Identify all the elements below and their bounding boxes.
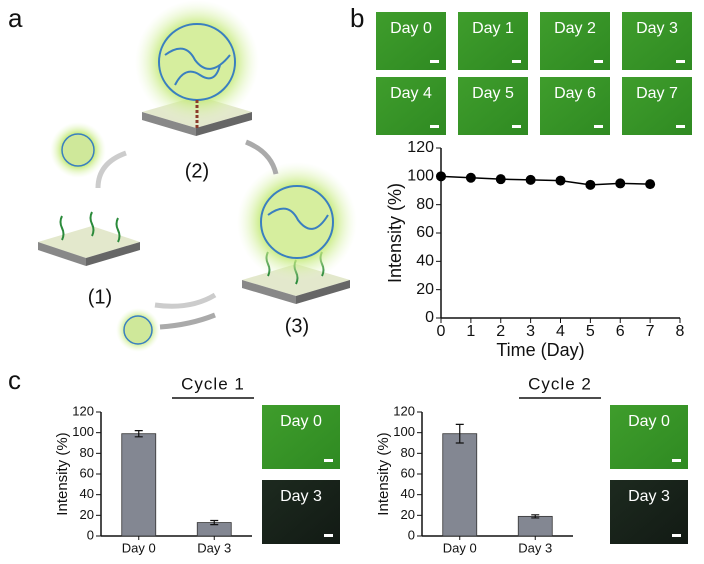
marker (645, 179, 656, 190)
y-tick-label: 40 (80, 486, 94, 501)
y-tick-label: 80 (80, 445, 94, 460)
marker (615, 178, 626, 189)
error-bar (455, 423, 464, 444)
scale-bar (594, 60, 603, 63)
chart-title: Cycle 1 (181, 374, 245, 393)
step-label: (2) (185, 160, 209, 182)
panel-label: b (350, 3, 364, 33)
y-tick-label: 80 (401, 445, 415, 460)
scale-bar (672, 534, 681, 537)
error-bar (210, 519, 219, 526)
x-tick-label: 2 (496, 323, 505, 340)
panel-label: a (8, 3, 23, 33)
y-tick-label: 20 (416, 281, 434, 298)
scale-bar (676, 60, 685, 63)
scale-bar (672, 459, 681, 462)
image-label: Day 3 (628, 488, 670, 505)
x-tick-label: 8 (676, 323, 685, 340)
y-tick-label: 0 (408, 527, 415, 542)
y-tick-label: 100 (407, 168, 434, 185)
image-label: Day 3 (636, 20, 678, 37)
y-axis-label: Intensity (%) (375, 432, 392, 515)
slab (38, 211, 140, 266)
bar (442, 433, 478, 537)
x-tick-label: 6 (616, 323, 625, 340)
micrograph (610, 405, 688, 469)
x-tick-label: Day 0 (443, 540, 477, 555)
micrograph (262, 480, 340, 544)
y-tick-label: 120 (407, 139, 434, 156)
marker (495, 174, 506, 185)
image-label: Day 1 (472, 20, 514, 37)
y-axis-label: Intensity (%) (54, 432, 71, 515)
image-label: Day 4 (390, 85, 432, 102)
y-tick-label: 120 (393, 403, 415, 418)
error-bar (531, 514, 540, 519)
marker (436, 171, 446, 182)
y-tick-label: 0 (87, 527, 94, 542)
x-tick-label: 4 (556, 323, 565, 340)
step-label: (1) (88, 286, 112, 308)
x-tick-label: 5 (586, 323, 595, 340)
scale-bar (324, 459, 333, 462)
micrograph (610, 480, 688, 544)
x-tick-label: 1 (466, 323, 475, 340)
image-label: Day 0 (280, 413, 322, 430)
y-tick-label: 100 (393, 424, 415, 439)
marker (585, 179, 596, 190)
micrograph (262, 405, 340, 469)
step-label: (3) (285, 315, 309, 337)
scale-bar (324, 534, 333, 537)
image-label: Day 6 (554, 85, 596, 102)
marker (555, 175, 566, 186)
y-tick-label: 120 (72, 403, 94, 418)
scale-bar (430, 60, 439, 63)
image-label: Day 0 (628, 413, 670, 430)
scale-bar (430, 125, 439, 128)
diagram (38, 0, 357, 352)
x-tick-label: 0 (437, 323, 446, 340)
x-tick-label: Day 3 (197, 540, 231, 555)
x-axis-label: Time (Day) (496, 340, 584, 360)
y-tick-label: 60 (416, 224, 434, 241)
y-tick-label: 20 (80, 507, 94, 522)
scale-bar (512, 125, 521, 128)
y-axis-label: Intensity (%) (385, 183, 405, 283)
y-tick-label: 0 (425, 309, 434, 326)
error-bar (134, 430, 143, 438)
chart-title: Cycle 2 (528, 374, 592, 393)
image-label: Day 0 (390, 20, 432, 37)
y-tick-label: 60 (80, 465, 94, 480)
x-tick-label: Day 0 (122, 540, 156, 555)
x-tick-label: 3 (526, 323, 535, 340)
image-label: Day 3 (280, 488, 322, 505)
image-label: Day 7 (636, 85, 678, 102)
scale-bar (512, 60, 521, 63)
marker (525, 174, 536, 185)
marker (465, 172, 476, 183)
y-tick-label: 60 (401, 465, 415, 480)
y-tick-label: 40 (401, 486, 415, 501)
x-tick-label: Day 3 (518, 540, 552, 555)
y-tick-label: 80 (416, 196, 434, 213)
image-label: Day 5 (472, 85, 514, 102)
panel-label: c (8, 365, 21, 395)
image-label: Day 2 (554, 20, 596, 37)
bar (121, 433, 157, 537)
scale-bar (594, 125, 603, 128)
y-tick-label: 40 (416, 253, 434, 270)
y-tick-label: 20 (401, 507, 415, 522)
scale-bar (676, 125, 685, 128)
x-tick-label: 7 (646, 323, 655, 340)
bar (517, 515, 553, 537)
y-tick-label: 100 (72, 424, 94, 439)
